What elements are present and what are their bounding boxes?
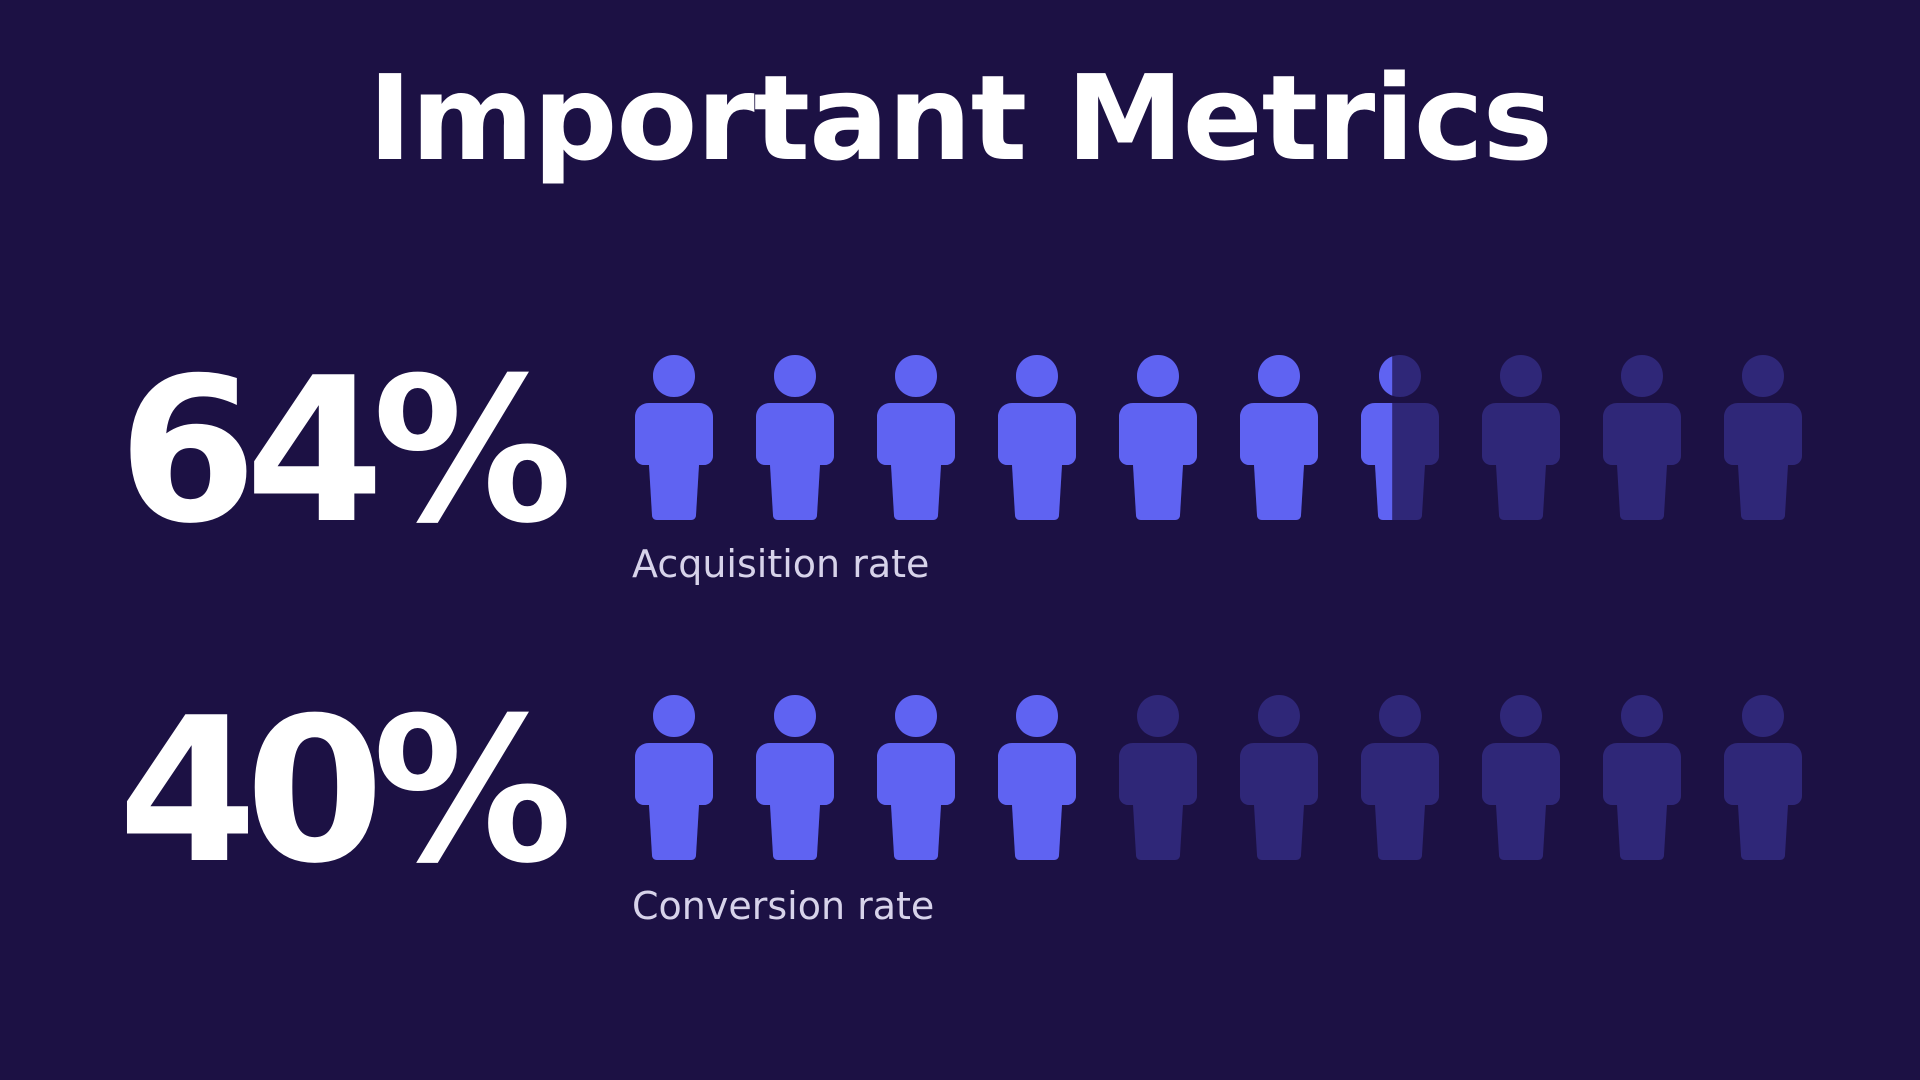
metric-label: Conversion rate (632, 884, 935, 928)
person-icon (998, 695, 1076, 860)
metric-value: 64% (118, 335, 573, 568)
page-title: Important Metrics (368, 49, 1553, 187)
person-icon (1361, 355, 1439, 520)
person-icon (1119, 695, 1197, 860)
person-icon (1482, 695, 1560, 860)
person-icon (1603, 695, 1681, 860)
person-icon (998, 355, 1076, 520)
metric-label: Acquisition rate (632, 542, 930, 586)
person-icon (635, 355, 713, 520)
person-icon (1240, 355, 1318, 520)
person-icon (1603, 355, 1681, 520)
pictograph-conversion (635, 695, 1802, 860)
person-icon (756, 695, 834, 860)
person-icon (1724, 355, 1802, 520)
pictograph-acquisition (635, 355, 1802, 520)
person-icon (1724, 695, 1802, 860)
metric-value: 40% (118, 675, 573, 908)
person-icon (635, 695, 713, 860)
person-icon (1240, 695, 1318, 860)
person-icon (1482, 355, 1560, 520)
person-icon (756, 355, 834, 520)
metric-acquisition: 64% Acquisition rate (0, 352, 1920, 652)
metric-conversion: 40% Conversion rate (0, 692, 1920, 992)
person-icon (877, 355, 955, 520)
person-icon (877, 695, 955, 860)
person-icon (1119, 355, 1197, 520)
person-icon (1361, 695, 1439, 860)
